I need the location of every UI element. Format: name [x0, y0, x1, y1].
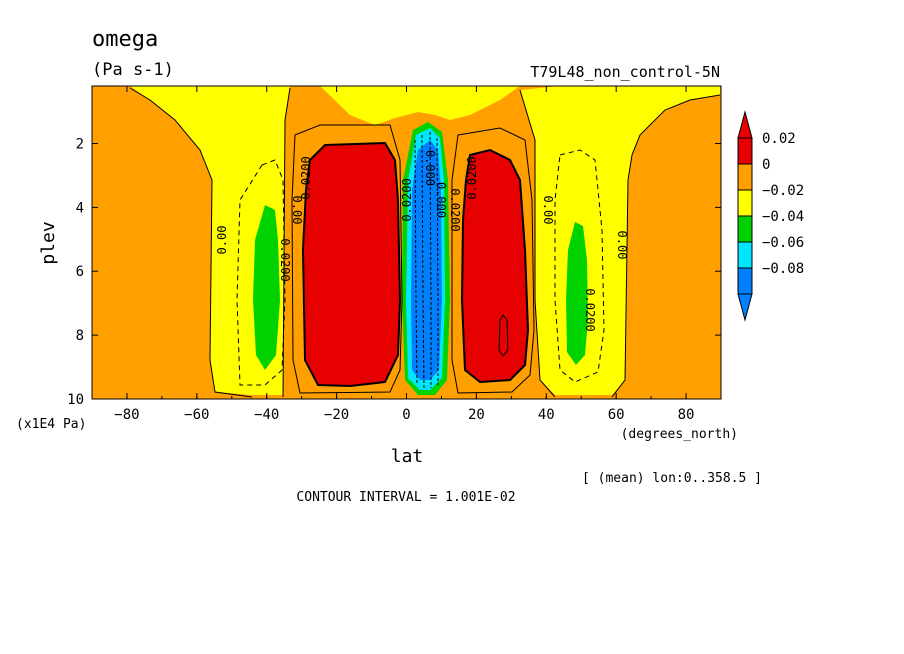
- colorbar-label: −0.02: [762, 183, 804, 199]
- x-axis-title: lat: [391, 446, 424, 467]
- y-tick-label: 4: [76, 200, 84, 216]
- colorbar-segment: [737, 163, 753, 191]
- colorbar-label: −0.04: [762, 209, 804, 225]
- contour-label-south-pos: 0.0200: [299, 156, 313, 199]
- contour-label-equator-mid: 0.000: [423, 150, 437, 186]
- thick-contour-south: [301, 141, 402, 388]
- contour-label-south-zero: 0.00: [215, 226, 229, 255]
- contour-label-south-neg: 0.0200: [278, 238, 292, 281]
- pos-contour-north-outer: [451, 127, 535, 394]
- y-tick-label: 10: [67, 392, 84, 408]
- neg-contour-south: [236, 159, 286, 386]
- colorbar-segment: [737, 241, 753, 269]
- colorbar-max-triangle: [737, 110, 753, 139]
- x-tick-label: 80: [678, 407, 695, 423]
- yellow-region-top-center: [320, 86, 520, 125]
- colorbar-segment: [737, 137, 753, 165]
- neg-contour-north: [554, 149, 605, 383]
- colorbar-segment: [737, 215, 753, 243]
- green-region-south: [253, 205, 280, 370]
- x-tick-label: 0: [402, 407, 410, 423]
- contour-label-equator-far: 0.0200: [448, 188, 462, 231]
- blue-band-equator: [411, 140, 442, 380]
- y-tick-label: 6: [76, 264, 84, 280]
- x-tick-label: −20: [324, 407, 349, 423]
- y-units-label: (x1E4 Pa): [16, 417, 86, 432]
- colorbar-label: −0.08: [762, 261, 804, 277]
- x-tick-label: −40: [254, 407, 279, 423]
- zero-contour-north: [611, 94, 721, 398]
- chart-units: (Pa s-1): [92, 60, 174, 80]
- contour-labels: 0.00 0.0200 0.00 0.0200 0.0200 0.000 0.0…: [215, 150, 629, 332]
- contour-interval: CONTOUR INTERVAL = 1.001E-02: [296, 490, 515, 505]
- equator-dash-4: [436, 137, 439, 385]
- averaging-note: [ (mean) lon:0..358.5 ]: [582, 471, 762, 486]
- contour-label-north-zero: 0.00: [615, 231, 629, 260]
- x-tick-label: −80: [114, 407, 139, 423]
- colorbar-label: −0.06: [762, 235, 804, 251]
- contour-label-north-pos: 0.0200: [465, 156, 479, 199]
- x-tick-label: 20: [468, 407, 485, 423]
- equator-dash-1: [414, 139, 418, 386]
- x-tick-label: 60: [608, 407, 625, 423]
- pos-contour-south-outer: [291, 124, 403, 394]
- x-units-label: (degrees_north): [621, 427, 738, 442]
- red-region-south: [303, 143, 400, 386]
- x-tick-label: 40: [538, 407, 555, 423]
- red-inner-contour: [498, 314, 509, 357]
- contour-lines: [129, 87, 721, 398]
- y-tick-label: 8: [76, 328, 84, 344]
- y-axis-title: plev: [38, 221, 59, 264]
- y-axis: 2 4 6 8 10: [67, 136, 721, 408]
- equator-dash-3: [429, 131, 432, 388]
- zero-contour-south: [129, 87, 253, 398]
- contour-label-north-neg: 0.0200: [583, 288, 597, 331]
- plot-area: 0.00 0.0200 0.00 0.0200 0.0200 0.000 0.0…: [91, 85, 722, 400]
- yellow-region-south: [130, 86, 290, 395]
- x-axis: −80 −60 −40 −20 0 20 40 60 80: [91, 86, 722, 423]
- zero-contour-center-south: [282, 87, 291, 398]
- contour-label-equator-left: 0.0200: [400, 178, 414, 221]
- equator-dash-2: [421, 134, 425, 389]
- experiment-label: T79L48_non_control-5N: [530, 63, 720, 81]
- zero-contour-center-north: [519, 89, 556, 398]
- x-tick-label: −60: [184, 407, 209, 423]
- colorbar-segment: [737, 267, 753, 295]
- green-region-north: [566, 222, 588, 365]
- equator-dashed-contours: [414, 131, 439, 389]
- contour-label-north-center-zero: 0.00: [541, 196, 555, 225]
- red-region-north: [462, 150, 528, 382]
- contour-label-south-center-zero: 0.00: [290, 196, 304, 225]
- thick-contour-north: [460, 148, 530, 384]
- colorbar-label: 0.02: [762, 131, 796, 147]
- colorbar-min-triangle: [737, 293, 753, 322]
- colorbar-segment: [737, 189, 753, 217]
- colorbar: 0.02 0 −0.02 −0.04 −0.06 −0.08: [737, 110, 804, 322]
- chart-title: omega: [92, 27, 158, 52]
- contour-label-equator-right: 0.000: [434, 182, 448, 218]
- y-tick-label: 2: [76, 136, 84, 152]
- colorbar-label: 0: [762, 157, 770, 173]
